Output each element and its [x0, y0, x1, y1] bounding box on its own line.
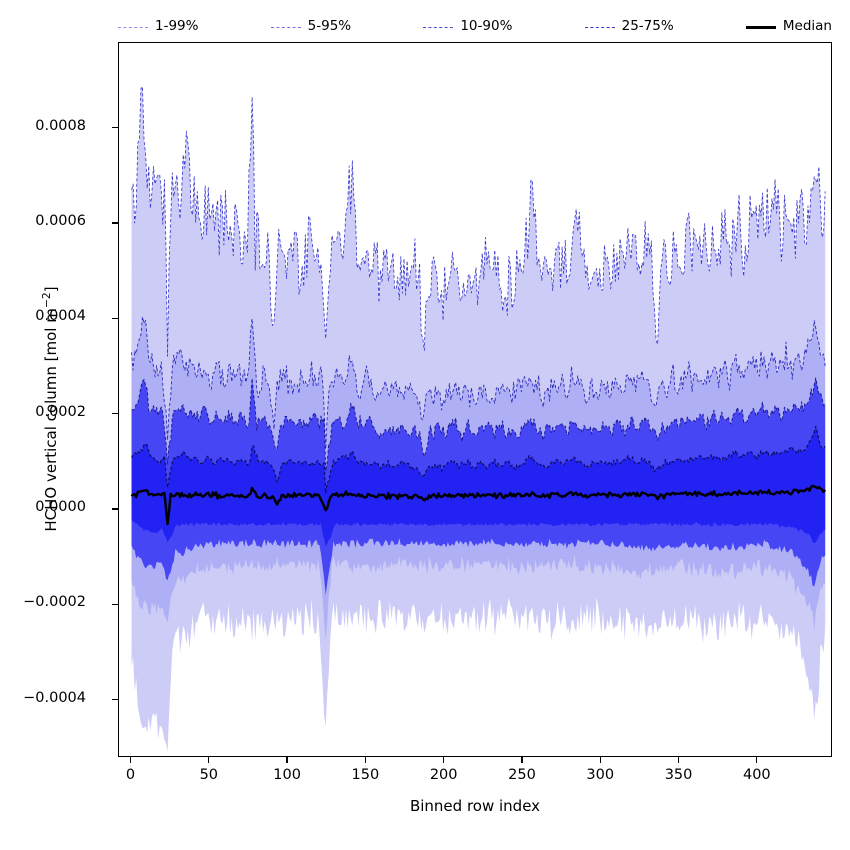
legend-item-25-75[interactable]: 25-75%	[584, 18, 674, 35]
percentile-band-chart-canvas	[119, 43, 833, 758]
y-tick-mark	[112, 222, 118, 224]
y-tick-mark	[112, 508, 118, 510]
y-tick-mark	[112, 699, 118, 701]
x-tick-label: 100	[273, 767, 301, 783]
x-tick-label: 250	[508, 767, 536, 783]
y-tick-label: −0.0002	[23, 594, 86, 611]
x-tick-mark	[129, 757, 132, 763]
x-tick-mark	[443, 757, 445, 763]
y-tick-label: 0.0000	[35, 499, 86, 516]
legend-item-10-90[interactable]: 10-90%	[423, 20, 512, 34]
x-tick-label: 350	[664, 767, 693, 783]
y-axis-label: HCHO vertical column [mol m−2]	[40, 286, 60, 532]
y-tick-mark	[112, 317, 118, 320]
legend-swatch-line	[270, 26, 301, 28]
legend-item-median[interactable]: Median	[745, 18, 832, 35]
legend-swatch-line	[584, 26, 615, 28]
x-tick-label: 400	[742, 767, 771, 783]
x-tick-mark	[599, 757, 601, 763]
y-tick-label: 0.0008	[35, 117, 86, 134]
x-tick-mark	[677, 757, 680, 763]
x-tick-label: 50	[199, 767, 219, 783]
y-tick-label: 0.0004	[35, 308, 86, 325]
x-tick-mark	[521, 757, 523, 763]
legend-label: 5-95%	[307, 18, 352, 35]
y-tick-label: 0.0006	[35, 213, 86, 230]
legend-label: Median	[782, 18, 832, 35]
y-tick-mark	[112, 603, 118, 606]
legend-item-1-99[interactable]: 1-99%	[118, 20, 198, 34]
x-tick-label: 0	[125, 767, 136, 783]
chart-legend: 1-99% 5-95% 10-90% 25-75% Median	[118, 14, 832, 40]
y-tick-label: 0.0002	[35, 403, 86, 420]
y-tick-label: −0.0004	[23, 689, 86, 706]
x-axis-label: Binned row index	[409, 797, 541, 815]
x-tick-label: 150	[351, 767, 380, 783]
legend-item-5-95[interactable]: 5-95%	[270, 18, 352, 35]
legend-label: 10-90%	[460, 18, 513, 35]
legend-swatch-line	[423, 26, 454, 28]
legend-swatch-line	[745, 25, 776, 29]
x-tick-mark	[364, 757, 367, 763]
legend-label: 25-75%	[621, 18, 674, 35]
y-tick-mark	[112, 413, 118, 415]
x-tick-label: 200	[429, 767, 458, 783]
x-tick-mark	[208, 757, 210, 763]
legend-swatch-line	[118, 26, 148, 28]
x-tick-mark	[286, 757, 288, 763]
y-tick-mark	[112, 127, 118, 129]
plot-area	[118, 42, 833, 758]
x-tick-mark	[756, 757, 758, 763]
legend-label: 1-99%	[155, 18, 199, 35]
x-tick-label: 300	[586, 767, 615, 783]
